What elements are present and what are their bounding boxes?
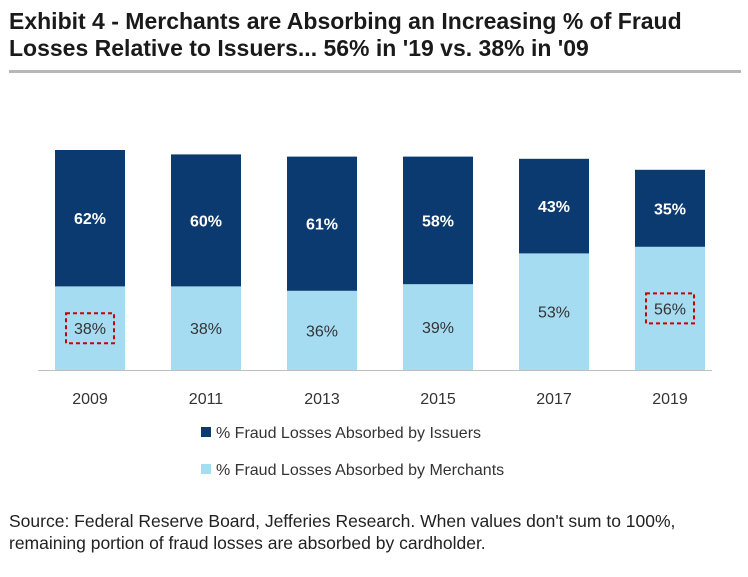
legend-merchants-swatch: [201, 464, 211, 474]
legend-issuers-swatch: [201, 427, 211, 437]
source-note: Source: Federal Reserve Board, Jefferies…: [9, 511, 676, 553]
bar-merchants-2013: [287, 290, 357, 370]
x-tick-label-2015: 2015: [420, 391, 456, 408]
highlight-box-2019: [645, 292, 695, 325]
legend-merchants-label: % Fraud Losses Absorbed by Merchants: [216, 462, 504, 479]
x-tick-label-2013: 2013: [304, 391, 340, 408]
x-tick-label-2017: 2017: [536, 391, 572, 408]
data-label-merchants-2009: 38%: [74, 321, 106, 338]
data-label-issuers-2013: 61%: [306, 217, 338, 234]
data-label-issuers-2011: 60%: [190, 213, 222, 230]
highlight-box-2009: [65, 312, 115, 345]
bar-issuers-2011: [171, 154, 241, 287]
data-label-merchants-2011: 38%: [190, 321, 222, 338]
data-label-issuers-2019: 35%: [654, 201, 686, 218]
title-divider: [9, 70, 741, 73]
legend-issuers-label: % Fraud Losses Absorbed by Issuers: [216, 425, 481, 442]
bar-merchants-2011: [171, 286, 241, 370]
bar-merchants-2017: [519, 253, 589, 370]
bar-issuers-2019: [635, 169, 705, 247]
data-label-issuers-2009: 62%: [74, 211, 106, 228]
data-label-merchants-2017: 53%: [538, 305, 570, 322]
bar-issuers-2009: [55, 150, 125, 287]
bar-issuers-2015: [403, 156, 473, 285]
data-label-merchants-2013: 36%: [306, 323, 338, 340]
bar-issuers-2013: [287, 156, 357, 291]
bar-merchants-2015: [403, 284, 473, 370]
data-label-merchants-2015: 39%: [422, 320, 454, 337]
x-tick-label-2009: 2009: [72, 391, 108, 408]
data-label-merchants-2019: 56%: [654, 301, 686, 318]
bar-issuers-2017: [519, 158, 589, 254]
chart-title: Exhibit 4 - Merchants are Absorbing an I…: [9, 8, 682, 61]
data-label-issuers-2015: 58%: [422, 213, 454, 230]
data-label-issuers-2017: 43%: [538, 199, 570, 216]
x-tick-label-2019: 2019: [652, 391, 688, 408]
x-tick-label-2011: 2011: [189, 391, 224, 408]
